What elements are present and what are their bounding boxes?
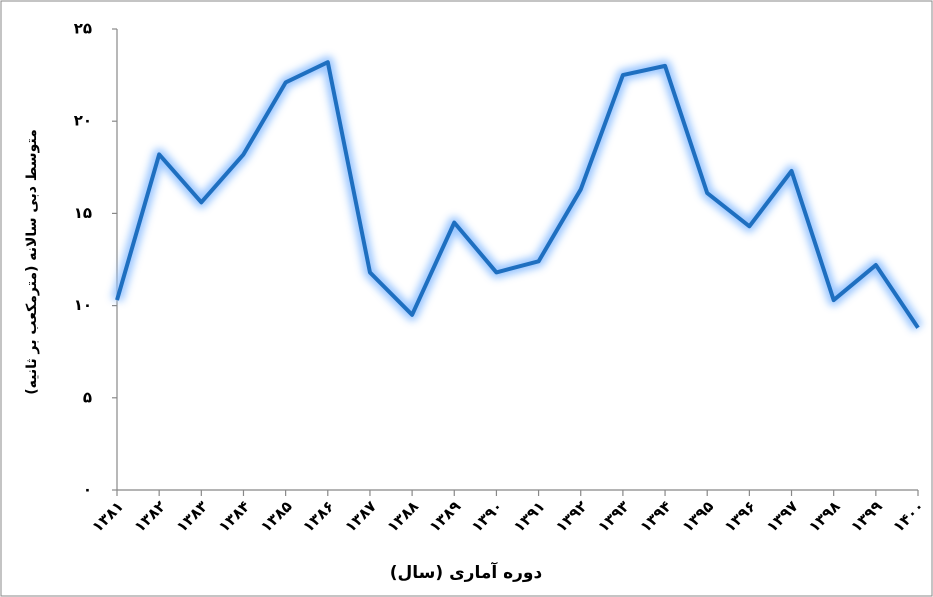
- line: [115, 60, 920, 329]
- y-tick-label: ۱۰: [74, 296, 92, 314]
- y-tick-label: ۵: [83, 388, 92, 406]
- y-axis-title: متوسط دبی سالانه (مترمکعب بر ثانیه): [24, 129, 40, 394]
- y-tick-label: ۲۰: [74, 112, 92, 130]
- y-tick-label: ۰: [83, 481, 92, 499]
- y-tick-label: ۲۵: [74, 20, 92, 38]
- x-axis-title: دوره آماری (سال): [390, 561, 543, 583]
- y-tick-label: ۱۵: [74, 204, 92, 222]
